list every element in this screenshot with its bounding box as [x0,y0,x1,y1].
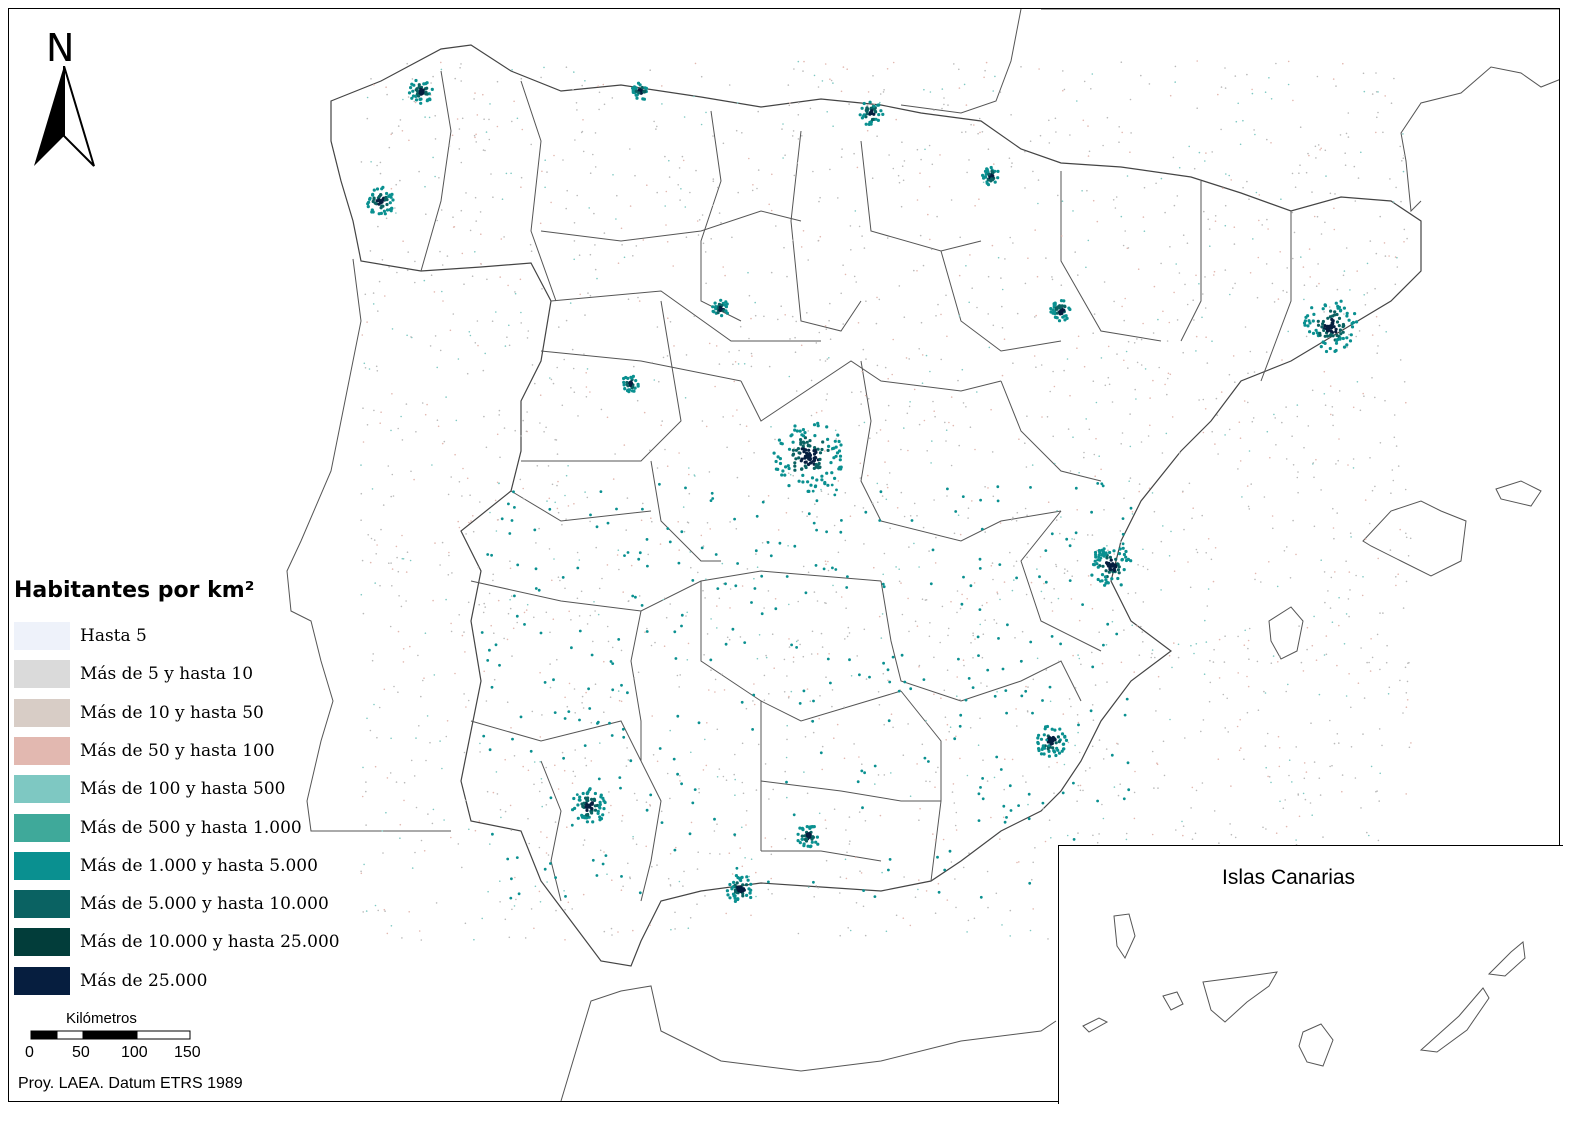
legend-item: Más de 500 y hasta 1.000 [14,813,344,844]
legend-swatch [14,622,70,650]
canary-islands-map [1082,913,1526,1067]
island-gran-canaria [1298,1023,1334,1067]
island-fuerteventura [1419,987,1490,1053]
france-outline [900,9,1559,114]
province-boundaries [420,70,1292,902]
island-lanzarote [1487,941,1526,977]
legend-label: Más de 500 y hasta 1.000 [80,817,302,838]
legend-item: Más de 100 y hasta 500 [14,775,344,805]
legend-label: Más de 25.000 [80,970,208,991]
north-arrow-icon [34,66,95,167]
island-tenerife [1202,971,1278,1023]
scale-tick-50: 50 [72,1044,90,1061]
legend-item: Más de 10 y hasta 50 [14,698,344,729]
legend-swatch [14,736,70,765]
legend-label: Más de 100 y hasta 500 [80,779,286,800]
legend-label: Más de 1.000 y hasta 5.000 [80,855,318,876]
legend-item: Más de 5.000 y hasta 10.000 [14,890,344,920]
island-el-hierro [1082,1017,1109,1033]
legend-label: Más de 50 y hasta 100 [80,740,275,761]
scale-tick-100: 100 [121,1044,148,1061]
balearic-islands [1268,480,1542,660]
scale-tick-150: 150 [174,1044,201,1061]
legend-swatch [14,775,70,804]
legend-label: Más de 10.000 y hasta 25.000 [80,932,340,953]
scale-bar [30,1030,191,1040]
legend-label: Más de 5.000 y hasta 10.000 [80,894,329,915]
legend-item: Hasta 5 [14,622,344,652]
scale-tick-0: 0 [25,1044,34,1061]
legend-label: Más de 5 y hasta 10 [80,664,254,685]
legend-title: Habitantes por km² [14,578,255,603]
legend-item: Más de 10.000 y hasta 25.000 [14,928,344,958]
map-frame [8,8,1560,1102]
legend-item: Más de 5 y hasta 10 [14,660,344,690]
spain-outline [330,44,1422,967]
legend-swatch [14,698,70,727]
map-canvas [286,9,1559,1101]
population-density-dots [360,60,1412,941]
legend-swatch [14,966,70,995]
legend-swatch [14,928,70,957]
legend-item: Más de 50 y hasta 100 [14,736,344,767]
legend-swatch [14,851,70,880]
inset-title: Islas Canarias [1222,866,1356,889]
canary-islands-inset [1058,845,1563,1104]
legend-item: Más de 1.000 y hasta 5.000 [14,851,344,882]
legend-item: Más de 25.000 [14,966,344,997]
north-label: N [46,26,75,70]
africa-outline [560,985,1057,1101]
legend-swatch [14,890,70,919]
france-coast-east [1400,66,1559,213]
island-la-palma [1113,913,1136,960]
legend-label: Más de 10 y hasta 50 [80,702,264,723]
scale-title: Kilómetros [66,1010,137,1027]
legend-swatch [14,660,70,689]
legend-label: Hasta 5 [80,626,147,646]
portugal-outline [286,258,451,832]
island-la-gomera [1162,991,1184,1011]
legend-swatch [14,813,70,842]
projection-note: Proy. LAEA. Datum ETRS 1989 [18,1075,243,1092]
